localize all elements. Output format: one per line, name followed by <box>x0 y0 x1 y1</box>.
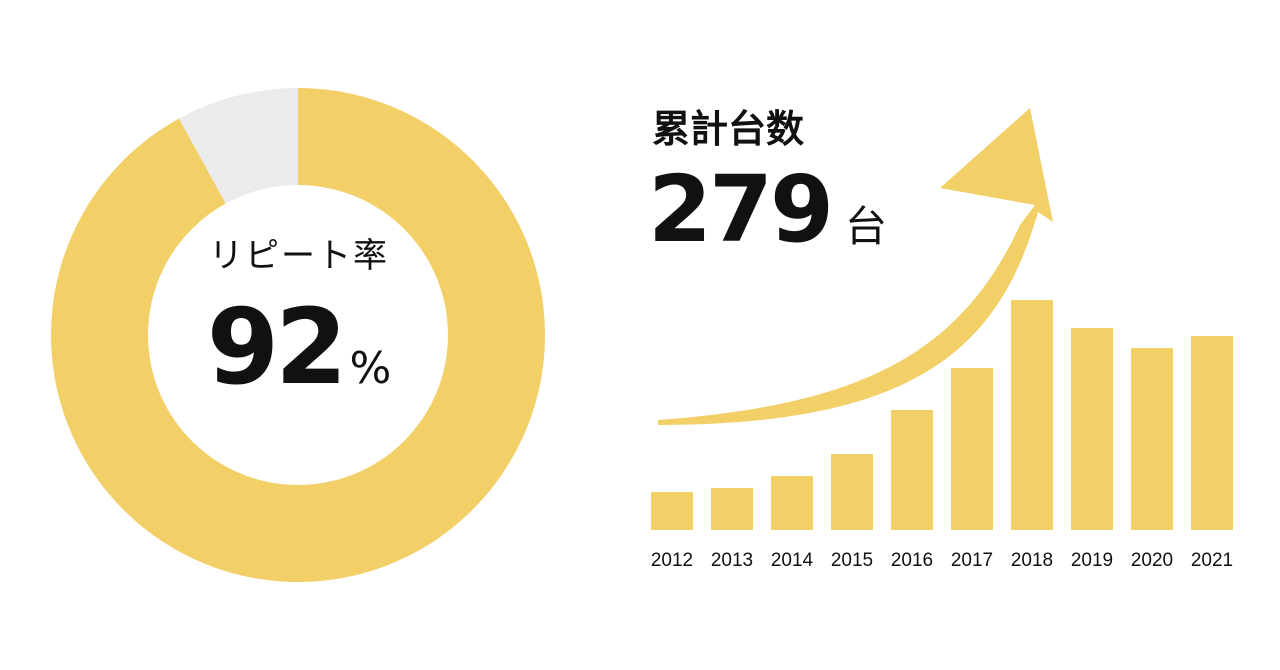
bar-2014 <box>771 476 813 530</box>
bar-2019 <box>1071 328 1113 530</box>
bar-2015 <box>831 454 873 530</box>
donut-value: 92 <box>206 286 348 408</box>
donut-unit: % <box>349 343 392 394</box>
bar-2016 <box>891 410 933 530</box>
x-tick-label: 2017 <box>951 550 993 571</box>
x-tick-label: 2019 <box>1071 550 1113 571</box>
x-tick-label: 2016 <box>891 550 933 571</box>
bar-2020 <box>1131 348 1173 530</box>
donut-slice-repeat <box>50 88 546 583</box>
x-tick-label: 2012 <box>651 550 693 571</box>
x-tick-label: 2014 <box>771 550 814 571</box>
donut-slice-remainder <box>179 88 298 204</box>
x-tick-label: 2013 <box>711 550 753 571</box>
donut-label: リピート率 <box>209 236 389 276</box>
cumulative-label: 累計台数 <box>652 107 805 151</box>
bar-2017 <box>951 368 993 530</box>
donut-center-text: リピート率 92% <box>149 236 449 433</box>
cumulative-value: 279 <box>648 156 834 263</box>
bar-2013 <box>711 488 753 530</box>
cumulative-unit: 台 <box>845 202 888 251</box>
yearly-bar-chart: 2012 2013 2014 2015 2016 2017 2018 2019 2020 2021 <box>651 108 1233 571</box>
x-tick-label: 2018 <box>1011 550 1053 571</box>
bar-2012 <box>651 492 693 530</box>
trend-arrow-icon <box>658 108 1053 425</box>
repeat-rate-donut <box>50 88 546 583</box>
x-tick-label: 2015 <box>831 550 873 571</box>
x-tick-label: 2020 <box>1131 550 1173 571</box>
donut-value-row: 92% <box>149 292 449 433</box>
bar-2021 <box>1191 336 1233 530</box>
cumulative-value-row: 279 台 <box>648 160 887 286</box>
x-tick-label: 2021 <box>1191 550 1233 571</box>
bar-2018 <box>1011 300 1053 530</box>
